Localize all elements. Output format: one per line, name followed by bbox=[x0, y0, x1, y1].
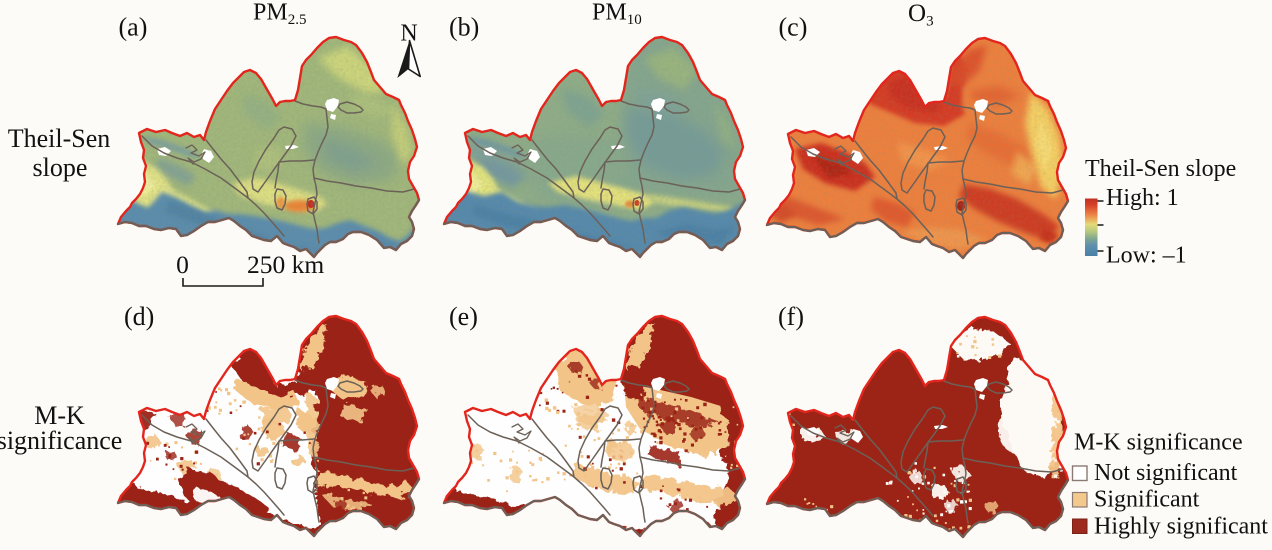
svg-text:slope: slope bbox=[33, 153, 88, 182]
svg-text:250 km: 250 km bbox=[247, 250, 324, 279]
svg-text:M-K: M-K bbox=[34, 401, 85, 430]
svg-text:Theil-Sen slope: Theil-Sen slope bbox=[1085, 156, 1236, 182]
svg-text:significance: significance bbox=[0, 426, 122, 455]
svg-text:M-K significance: M-K significance bbox=[1074, 430, 1243, 456]
svg-text:High: 1: High: 1 bbox=[1106, 185, 1179, 211]
svg-text:Significant: Significant bbox=[1094, 487, 1200, 513]
svg-text:(a): (a) bbox=[119, 13, 148, 42]
svg-text:(e): (e) bbox=[449, 302, 478, 331]
svg-text:(b): (b) bbox=[449, 13, 479, 42]
svg-text:(d): (d) bbox=[124, 302, 154, 331]
svg-text:Not significant: Not significant bbox=[1094, 460, 1238, 486]
svg-text:(c): (c) bbox=[779, 13, 808, 42]
svg-text:O3: O3 bbox=[908, 0, 934, 30]
svg-text:PM2.5: PM2.5 bbox=[253, 0, 306, 28]
svg-text:Theil-Sen: Theil-Sen bbox=[8, 124, 111, 153]
svg-text:(f): (f) bbox=[778, 302, 804, 331]
svg-text:Highly significant: Highly significant bbox=[1094, 514, 1268, 540]
svg-text:0: 0 bbox=[176, 250, 189, 279]
svg-text:Low: –1: Low: –1 bbox=[1106, 243, 1187, 269]
svg-text:PM10: PM10 bbox=[592, 0, 642, 28]
svg-text:N: N bbox=[400, 21, 417, 47]
